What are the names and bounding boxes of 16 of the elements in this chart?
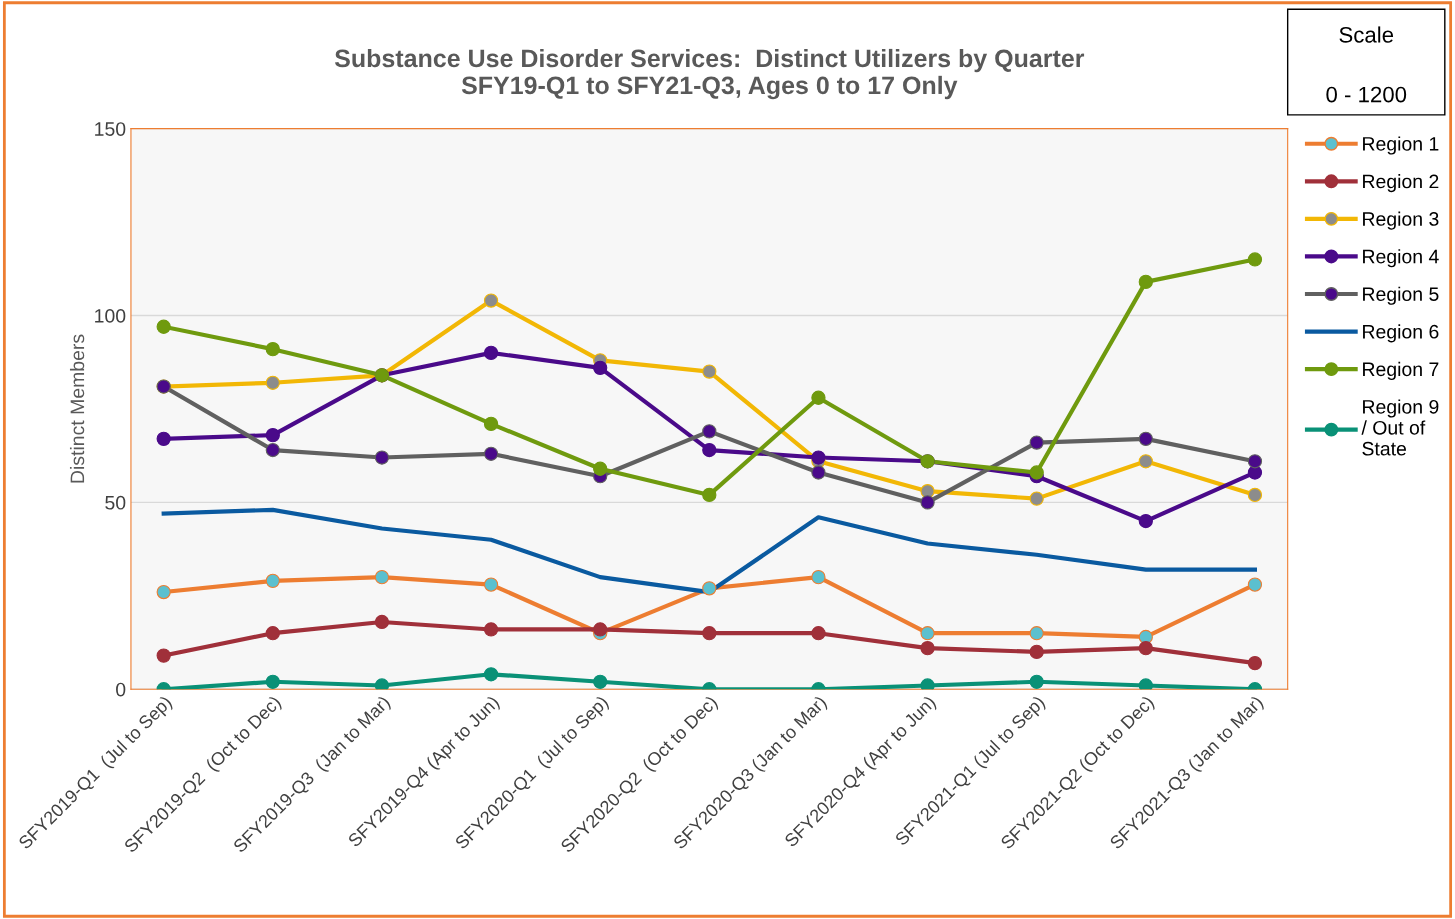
text: 0 - 1200 <box>1326 86 1407 103</box>
y-tick-label: 50 <box>105 495 126 510</box>
legend-label: Region 9 / Out of State <box>1361 399 1439 456</box>
legend-label: Region 1 <box>1363 136 1439 155</box>
chart-title: Substance Use Disorder Services: Distinct Utilizers by Quarter SFY19-Q1 to SFY21-Q3, Ages 0 to 17 Only <box>334 48 1085 100</box>
legend-label: Region 5 <box>1363 286 1439 305</box>
y-axis-title: Distinct Members <box>69 334 85 483</box>
text: Scale <box>1339 26 1394 43</box>
legend-label: Region 6 <box>1363 324 1439 343</box>
legend-label: Region 7 <box>1363 361 1439 380</box>
legend-label: Region 4 <box>1363 249 1439 268</box>
legend-label: Region 3 <box>1363 211 1439 230</box>
y-tick-label: 150 <box>95 122 126 136</box>
y-tick-label: 0 <box>116 682 126 697</box>
y-tick-label: 100 <box>95 308 126 323</box>
legend-label: Region 2 <box>1363 174 1439 193</box>
